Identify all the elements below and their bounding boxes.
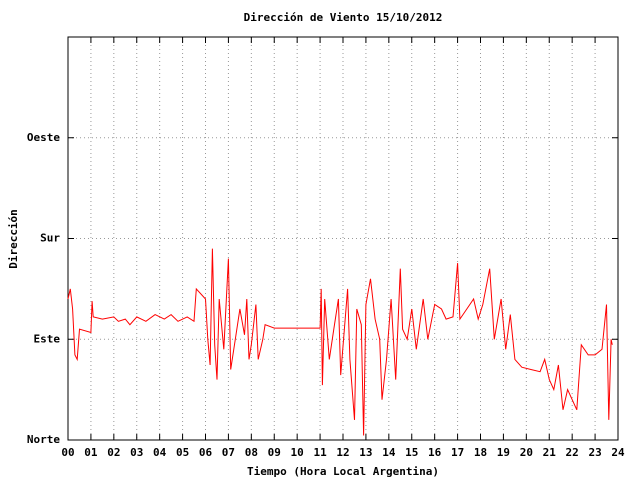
x-tick-label: 08	[245, 446, 258, 459]
x-tick-label: 04	[153, 446, 167, 459]
x-tick-label: 05	[176, 446, 189, 459]
x-tick-label: 11	[313, 446, 327, 459]
x-tick-label: 22	[566, 446, 579, 459]
plot-frame	[67, 36, 619, 441]
y-tick-label: Oeste	[27, 131, 60, 144]
x-tick-label: 18	[474, 446, 487, 459]
x-tick-label: 02	[107, 446, 120, 459]
chart-title: Dirección de Viento 15/10/2012	[244, 11, 443, 24]
y-tick-label: Este	[34, 332, 61, 345]
x-tick-label: 06	[199, 446, 213, 459]
y-axis-label: Dirección	[7, 209, 20, 269]
y-tick-label: Norte	[27, 433, 60, 446]
x-axis-label: Tiempo (Hora Local Argentina)	[247, 465, 439, 478]
x-tick-label: 09	[268, 446, 281, 459]
data-line	[67, 248, 613, 436]
x-tick-label: 19	[497, 446, 510, 459]
x-tick-label: 14	[382, 446, 396, 459]
x-tick-label: 03	[130, 446, 143, 459]
x-tick-label: 20	[520, 446, 533, 459]
x-tick-label: 15	[405, 446, 418, 459]
x-tick-label: 16	[428, 446, 442, 459]
x-tick-label: 12	[336, 446, 349, 459]
x-tick-label: 23	[588, 446, 601, 459]
x-tick-label: 10	[291, 446, 304, 459]
x-tick-label: 21	[543, 446, 557, 459]
x-tick-label: 13	[359, 446, 372, 459]
x-tick-label: 00	[61, 446, 74, 459]
x-tick-label: 01	[84, 446, 98, 459]
x-tick-label: 17	[451, 446, 464, 459]
y-tick-label: Sur	[40, 232, 60, 245]
x-tick-label: 07	[222, 446, 235, 459]
x-tick-label: 24	[611, 446, 625, 459]
